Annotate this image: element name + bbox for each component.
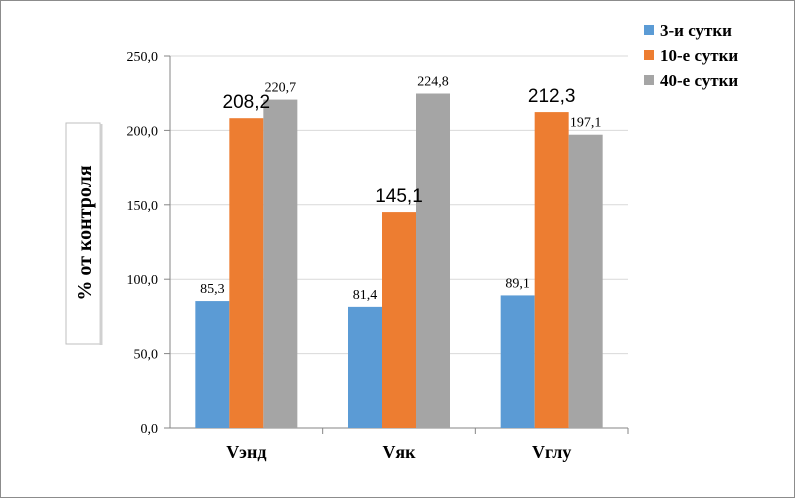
legend-label: 10-е сутки — [660, 46, 738, 65]
bar — [382, 212, 416, 428]
y-tick-label: 50,0 — [134, 348, 159, 363]
legend: 3-и сутки 10-е сутки 40-е сутки — [644, 21, 738, 90]
y-tick-labels: 0,0 50,0 100,0 150,0 200,0 250,0 — [127, 50, 159, 437]
bar — [263, 99, 298, 429]
y-axis-title-box: % от контроля — [65, 122, 103, 345]
legend-label: 40-е сутки — [660, 71, 738, 90]
y-tick-label: 250,0 — [127, 50, 159, 65]
legend-swatch — [644, 75, 654, 85]
bar — [195, 301, 230, 428]
bar — [500, 295, 535, 428]
data-label: 220,7 — [265, 81, 297, 96]
x-tick-label: Vэнд — [226, 442, 266, 462]
data-label: 145,1 — [375, 186, 423, 207]
y-tick-label: 200,0 — [127, 124, 159, 139]
data-label: 224,8 — [417, 74, 449, 89]
bar — [416, 93, 450, 429]
data-label: 197,1 — [570, 116, 602, 131]
bar — [534, 112, 569, 429]
data-label: 212,3 — [528, 86, 576, 107]
x-tick-label: Vяк — [382, 442, 416, 462]
y-tick-label: 150,0 — [127, 199, 159, 214]
data-label: 81,4 — [353, 288, 378, 303]
y-axis-title: % от контроля — [74, 165, 96, 300]
legend-label: 3-и сутки — [660, 21, 732, 40]
bars — [195, 93, 603, 429]
legend-swatch — [644, 25, 654, 35]
y-tick-label: 0,0 — [141, 422, 159, 437]
data-label: 208,2 — [223, 92, 271, 113]
bar — [568, 134, 603, 428]
legend-swatch — [644, 50, 654, 60]
y-tick-label: 100,0 — [127, 273, 159, 288]
data-label: 89,1 — [505, 276, 530, 291]
x-tick-label: Vглу — [532, 442, 571, 462]
x-tick-labels: Vэнд Vяк Vглу — [226, 442, 571, 462]
bar — [229, 118, 264, 429]
bar — [348, 306, 382, 428]
data-label: 85,3 — [200, 282, 225, 297]
